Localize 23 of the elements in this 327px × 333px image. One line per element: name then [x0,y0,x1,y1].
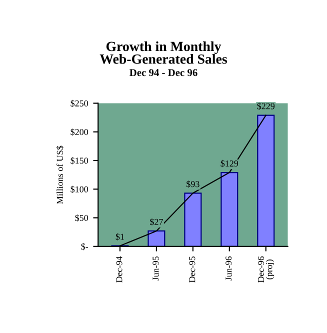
data-label: $27 [150,218,163,226]
bar [220,172,238,246]
y-axis-title: Millions of US$ [56,146,64,204]
y-tick-label: $50 [75,214,88,222]
chart-title: Growth in Monthly Web-Generated Sales [100,41,228,64]
data-label: $229 [257,102,275,110]
x-tick-label: Dec-95 [189,256,196,282]
x-tick-label: Jun-95 [152,256,159,281]
y-tick-label: $250 [70,100,88,108]
data-label: $1 [116,233,124,240]
bar [184,192,202,246]
y-tick-label: $200 [70,128,88,136]
y-tick-label: $100 [70,186,88,193]
y-tick-label: $150 [70,157,88,164]
y-tick-label: $- [81,243,88,250]
data-label: $93 [186,180,200,188]
bar [257,114,275,246]
x-tick-label: Jun-96 [226,256,232,281]
x-tick-label: Dec-96 (proj) [258,256,274,282]
data-label: $129 [220,160,238,168]
bar [148,230,166,246]
chart-subtitle: Dec 94 - Dec 96 [130,69,198,76]
x-tick-label: Dec-94 [116,256,122,282]
